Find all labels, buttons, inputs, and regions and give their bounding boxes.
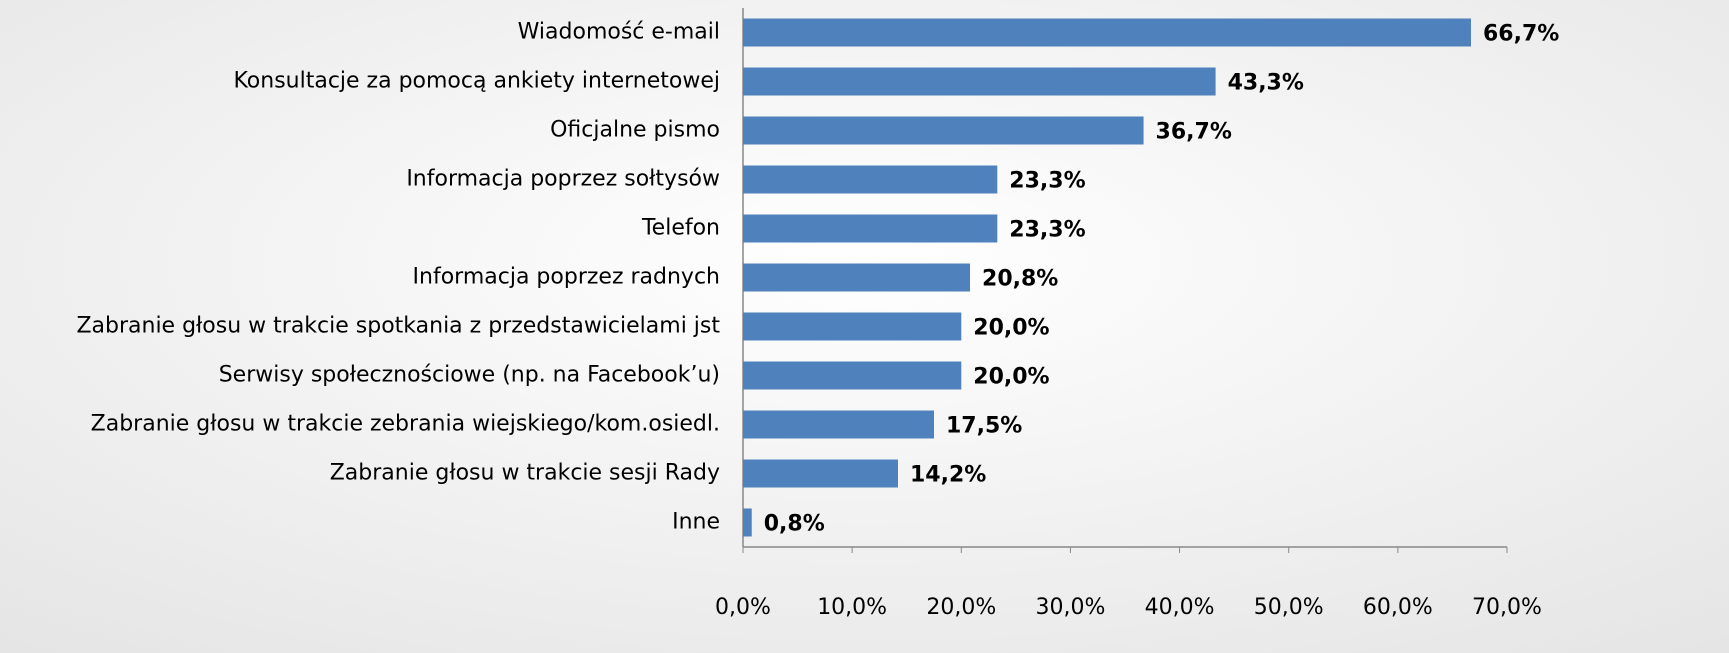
bar [743, 165, 998, 194]
value-label: 20,0% [973, 365, 1049, 390]
x-tick-label: 20,0% [926, 595, 996, 620]
y-tick-label: Zabranie głosu w trakcie sesji Rady [330, 461, 720, 486]
y-tick-label: Informacja poprzez sołtysów [406, 167, 720, 192]
bar [743, 508, 752, 537]
y-tick-label: Zabranie głosu w trakcie spotkania z prz… [76, 314, 720, 339]
value-label: 0,8% [764, 512, 825, 537]
value-label: 23,3% [1009, 169, 1085, 194]
x-tick-label: 0,0% [715, 595, 771, 620]
bar [743, 263, 971, 292]
x-tick-label: 10,0% [817, 595, 887, 620]
y-tick-label: Telefon [641, 216, 720, 241]
y-tick-label: Wiadomość e-mail [518, 20, 720, 45]
x-tick-label: 70,0% [1472, 595, 1542, 620]
value-label: 23,3% [1009, 218, 1085, 243]
bar [743, 214, 998, 243]
bar [743, 459, 898, 488]
value-label: 14,2% [910, 463, 986, 488]
y-tick-label: Oficjalne pismo [550, 118, 720, 143]
value-label: 36,7% [1156, 120, 1232, 145]
y-tick-label: Informacja poprzez radnych [413, 265, 720, 290]
value-label: 20,8% [982, 267, 1058, 292]
bar [743, 67, 1216, 96]
y-tick-label: Inne [672, 510, 720, 535]
y-tick-label: Zabranie głosu w trakcie zebrania wiejsk… [91, 412, 720, 437]
bar [743, 18, 1471, 47]
bar [743, 312, 962, 341]
bar [743, 116, 1144, 145]
x-tick-label: 30,0% [1035, 595, 1105, 620]
y-tick-label: Konsultacje za pomocą ankiety internetow… [233, 69, 720, 94]
value-label: 20,0% [973, 316, 1049, 341]
y-tick-label: Serwisy społecznościowe (np. na Facebook… [219, 363, 720, 388]
bar [743, 410, 934, 439]
x-tick-label: 50,0% [1254, 595, 1324, 620]
x-tick-label: 40,0% [1145, 595, 1215, 620]
value-label: 66,7% [1483, 22, 1559, 47]
bar [743, 361, 962, 390]
value-label: 17,5% [946, 414, 1022, 439]
x-tick-label: 60,0% [1363, 595, 1433, 620]
value-label: 43,3% [1228, 71, 1304, 96]
